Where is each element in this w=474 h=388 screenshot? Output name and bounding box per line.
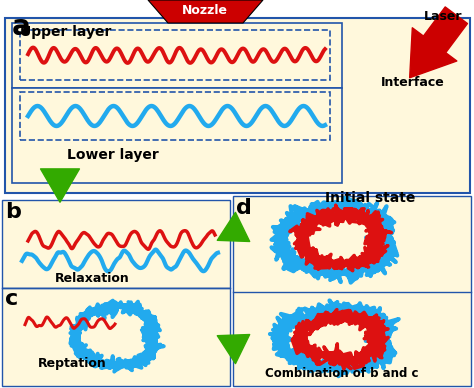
- Text: Combination of b and c: Combination of b and c: [265, 367, 419, 380]
- Bar: [12, 23, 342, 88]
- Text: Lower layer: Lower layer: [67, 148, 159, 162]
- Text: d: d: [236, 198, 252, 218]
- Text: b: b: [5, 202, 21, 222]
- Text: Reptation: Reptation: [38, 357, 107, 370]
- Text: c: c: [5, 289, 18, 309]
- Text: Interface: Interface: [381, 76, 445, 90]
- Polygon shape: [148, 0, 263, 23]
- Bar: [5, 18, 470, 193]
- Bar: [20, 30, 330, 80]
- Bar: [2, 288, 230, 386]
- Bar: [2, 200, 230, 288]
- Bar: [12, 88, 342, 183]
- Text: a: a: [12, 13, 31, 41]
- Text: Relaxation: Relaxation: [55, 272, 130, 285]
- Text: Nozzle: Nozzle: [182, 5, 228, 17]
- Bar: [233, 196, 471, 386]
- Text: Upper layer: Upper layer: [20, 25, 111, 39]
- Bar: [20, 92, 330, 140]
- Text: Initial state: Initial state: [325, 191, 415, 205]
- Text: Laser: Laser: [423, 10, 462, 23]
